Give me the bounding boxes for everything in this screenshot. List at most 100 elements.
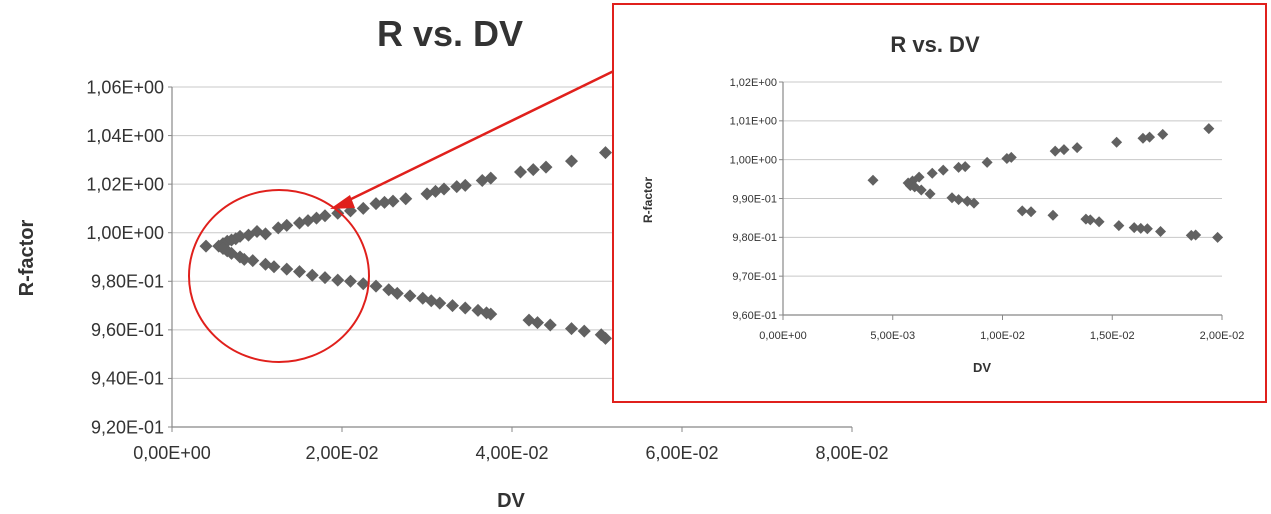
main-y-tick-label: 9,60E-01: [91, 320, 164, 340]
inset-data-point: [953, 161, 965, 173]
main-data-point: [318, 271, 332, 285]
main-data-point: [369, 279, 383, 293]
inset-data-point: [1049, 145, 1061, 157]
inset-data-point: [1203, 123, 1215, 135]
main-data-point: [599, 146, 612, 160]
inset-data-point: [937, 164, 949, 176]
main-y-tick-label: 9,20E-01: [91, 417, 164, 437]
inset-y-tick-labels: 9,60E-01 9,70E-01 9,80E-01 9,90E-01 1,00E+00…: [730, 77, 777, 322]
inset-y-tick-label: 9,70E-01: [732, 271, 777, 283]
main-data-point: [450, 180, 464, 194]
main-y-tick-label: 1,06E+00: [86, 77, 164, 97]
main-y-tick-label: 1,04E+00: [86, 126, 164, 146]
main-data-point: [331, 273, 345, 287]
main-data-point: [237, 252, 251, 266]
main-data-point: [484, 307, 498, 321]
main-chart: R vs. DV 9,20E-01 9,40E-01 9,60E-01 9,80E-0…: [16, 13, 889, 512]
main-data-point: [356, 201, 370, 215]
main-data-point: [458, 301, 472, 315]
inset-data-point: [1135, 222, 1147, 234]
inset-y-tick-label: 1,00E+00: [730, 155, 777, 167]
main-data-point: [526, 163, 540, 177]
main-data-point: [577, 324, 591, 338]
inset-data-point: [1155, 226, 1167, 238]
inset-data-point: [953, 194, 965, 206]
main-data-point: [403, 289, 417, 303]
main-x-tick-label: 0,00E+00: [133, 443, 211, 463]
inset-y-tick-label: 9,80E-01: [732, 232, 777, 244]
main-data-point: [433, 296, 447, 310]
main-data-point: [305, 268, 319, 282]
inset-data-point: [1141, 223, 1153, 235]
main-data-point: [369, 197, 383, 211]
main-y-tick-label: 1,02E+00: [86, 174, 164, 194]
main-data-point: [531, 316, 544, 330]
main-data-point: [386, 194, 400, 208]
main-y-axis-label: R-factor: [16, 219, 38, 296]
main-x-tick-label: 4,00E-02: [475, 443, 548, 463]
inset-data-point: [1144, 131, 1156, 143]
main-data-point: [259, 227, 272, 241]
main-x-tick-label: 6,00E-02: [645, 443, 718, 463]
inset-x-tick-label: 2,00E-02: [1200, 330, 1245, 342]
zoom-arrow-head: [330, 195, 355, 209]
inset-gridlines: [783, 81, 1222, 277]
inset-data-point: [968, 197, 980, 209]
inset-x-tick-label: 1,50E-02: [1090, 330, 1135, 342]
main-data-point: [599, 331, 612, 345]
main-y-tick-label: 1,00E+00: [86, 223, 164, 243]
inset-axes: [779, 81, 1223, 320]
main-data-point: [565, 322, 578, 336]
inset-chart-title: R vs. DV: [890, 32, 980, 57]
zoom-region-circle: [188, 189, 370, 363]
inset-data-point: [1111, 136, 1123, 148]
inset-data-point: [1128, 222, 1140, 234]
inset-data-point: [1071, 142, 1083, 154]
main-data-point: [565, 154, 578, 168]
inset-data-point: [924, 188, 936, 200]
main-x-tick-label: 2,00E-02: [305, 443, 378, 463]
inset-data-point: [1113, 220, 1125, 232]
inset-data-point: [1157, 128, 1169, 140]
main-data-point: [280, 218, 294, 232]
inset-data-point: [1005, 151, 1017, 163]
main-chart-title: R vs. DV: [377, 13, 523, 54]
main-data-point: [484, 171, 498, 185]
main-data-point: [344, 274, 357, 288]
main-data-point: [331, 206, 345, 220]
inset-data-point: [1025, 206, 1037, 218]
main-data-point: [378, 195, 391, 209]
inset-data-point: [1212, 231, 1224, 243]
inset-y-tick-label: 1,01E+00: [730, 116, 777, 128]
inset-chart: R vs. DV 9,60E-01 9,70E-01 9,80E-01 9,90E-0…: [612, 3, 1267, 403]
inset-data-point: [1058, 144, 1070, 156]
inset-x-tick-label: 1,00E-02: [980, 330, 1025, 342]
inset-data-point: [1084, 214, 1096, 226]
main-data-point: [514, 165, 527, 179]
inset-x-tick-labels: 0,00E+00 5,00E-03 1,00E-02 1,50E-02 2,00E-02: [759, 330, 1244, 342]
inset-x-tick-label: 5,00E-03: [870, 330, 915, 342]
main-data-point: [246, 254, 260, 268]
main-data-point: [543, 318, 557, 332]
inset-x-axis-label: DV: [973, 360, 991, 375]
inset-data-point: [913, 171, 925, 183]
inset-data-point: [926, 167, 938, 179]
inset-data-points: [867, 123, 1224, 243]
inset-data-point: [915, 184, 927, 196]
main-x-axis-label: DV: [497, 490, 525, 512]
inset-data-point: [1047, 209, 1059, 221]
main-data-point: [446, 299, 459, 313]
main-data-point: [539, 160, 553, 174]
main-data-point: [199, 239, 213, 253]
inset-y-tick-label: 1,02E+00: [730, 77, 777, 89]
inset-y-tick-label: 9,90E-01: [732, 193, 777, 205]
inset-data-point: [959, 161, 971, 173]
main-data-point: [399, 192, 413, 206]
inset-data-point: [1190, 229, 1202, 241]
main-y-tick-labels: 9,20E-01 9,40E-01 9,60E-01 9,80E-01 1,00E+00…: [86, 77, 164, 437]
inset-data-point: [981, 156, 993, 168]
main-data-points: [199, 130, 680, 351]
main-data-point: [233, 229, 247, 243]
main-data-point: [267, 260, 281, 274]
